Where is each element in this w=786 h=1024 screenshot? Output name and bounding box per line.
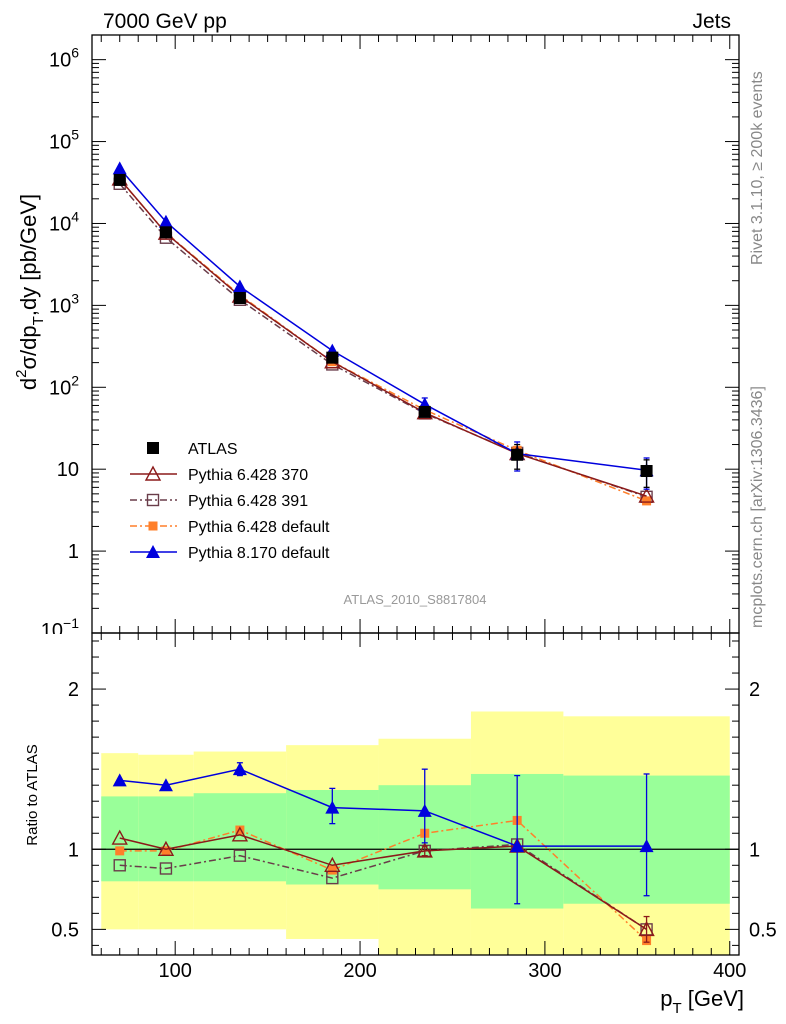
data-point-pythia-8-170-default: [325, 800, 340, 814]
legend-item-pythia-8-170-default: Pythia 8.170 default: [130, 545, 330, 562]
data-point-pythia-6-428-370: [638, 920, 655, 937]
label-clip-mask: [30, 634, 91, 648]
green-band-bin-1: [138, 796, 194, 882]
data-point-pythia-6-428-default: [642, 496, 652, 506]
data-point-atlas: [233, 292, 246, 305]
main-plot-frame: [91, 34, 740, 634]
data-point-pythia-8-170-default: [232, 279, 247, 293]
data-point-atlas: [159, 226, 172, 239]
data-point-pythia-6-428-default: [161, 846, 171, 856]
legend-label: Pythia 6.428 370: [188, 467, 308, 484]
watermark-label: ATLAS_2010_S8817804: [344, 592, 487, 607]
y-tick-label: 105: [49, 127, 79, 154]
legend-marker: [146, 493, 160, 507]
y-tick-label: 1: [68, 541, 79, 563]
legend-marker: [148, 521, 158, 531]
data-point-pythia-6-428-370: [324, 856, 341, 872]
y-tick-label: 104: [49, 208, 79, 235]
data-point-pythia-6-428-370: [638, 487, 655, 503]
x-axis-title: pT [GeV]: [660, 986, 744, 1017]
data-point-pythia-6-428-370: [111, 829, 128, 845]
data-point-atlas: [418, 405, 431, 418]
legend-item-atlas: ATLAS: [147, 441, 238, 458]
data-point-atlas: [326, 351, 339, 364]
y-tick-label: 103: [49, 290, 79, 317]
legend-item-pythia-6-428-391: Pythia 6.428 391: [130, 493, 308, 510]
data-point-pythia-8-170-default: [510, 839, 525, 853]
legend-marker: [147, 442, 159, 454]
data-point-atlas: [640, 465, 653, 478]
data-point-pythia-8-170-default: [112, 773, 127, 787]
legend-item-pythia-6-428-370: Pythia 6.428 370: [130, 465, 308, 484]
data-point-pythia-8-170-default: [417, 803, 432, 817]
data-point-pythia-6-428-default: [115, 846, 125, 856]
data-point-pythia-6-428-370: [416, 842, 433, 858]
data-point-pythia-8-170-default: [639, 839, 654, 853]
data-point-pythia-8-170-default: [232, 762, 247, 776]
y-axis-title: d2σ/dpT,dy [pb/GeV]: [13, 194, 47, 390]
y-tick-label: 10: [57, 459, 79, 481]
x-tick-label: 100: [158, 960, 191, 982]
data-point-pythia-6-428-default: [235, 825, 245, 835]
legend-label: Pythia 6.428 391: [188, 493, 308, 510]
ratio-y-tick-label: 0.5: [51, 919, 79, 941]
series-line-pythia-8-170-default: [119, 167, 647, 472]
x-tick-label: 200: [343, 960, 376, 982]
ratio-y-axis-title: Ratio to ATLAS: [24, 744, 41, 845]
ratio-y-tick-label-right: 0.5: [749, 919, 777, 941]
y-tick-label: 106: [49, 45, 79, 72]
legend-item-pythia-6-428-default: Pythia 6.428 default: [130, 519, 330, 536]
data-point-atlas: [511, 448, 524, 461]
ratio-y-tick-label-right: 2: [749, 679, 760, 701]
data-point-pythia-6-428-default: [327, 865, 337, 875]
ratio-y-tick-label-right: 1: [749, 839, 760, 861]
legend-label: Pythia 6.428 default: [188, 519, 330, 536]
legend-label: Pythia 8.170 default: [188, 545, 330, 562]
data-point-pythia-6-428-391: [159, 862, 173, 875]
header-right-label: Jets: [692, 10, 731, 33]
y-tick-label: 102: [49, 372, 79, 399]
x-tick-label: 300: [528, 960, 561, 982]
legend-label: ATLAS: [188, 441, 238, 458]
data-point-pythia-6-428-391: [233, 849, 247, 862]
ratio-y-tick-label: 2: [68, 679, 79, 701]
data-point-pythia-8-170-default: [158, 214, 173, 228]
data-point-pythia-6-428-391: [113, 859, 126, 872]
legend-marker: [144, 465, 162, 481]
x-tick-label: 400: [713, 960, 746, 982]
header-left-label: 7000 GeV pp: [103, 10, 227, 33]
ratio-y-tick-label: 1: [68, 839, 79, 861]
legend-marker: [146, 545, 160, 558]
data-point-pythia-6-428-370: [231, 826, 249, 842]
rivet-version-label: Rivet 3.1.10, ≥ 200k events: [749, 71, 766, 265]
green-band-bin-2: [193, 793, 287, 882]
mcplots-source-label: mcplots.cern.ch [arXiv:1306.3436]: [749, 386, 766, 628]
data-point-pythia-6-428-370: [157, 840, 175, 856]
data-point-pythia-8-170-default: [112, 161, 127, 175]
data-point-atlas: [113, 173, 126, 186]
data-point-pythia-8-170-default: [158, 778, 173, 792]
green-band-bin-0: [101, 796, 139, 882]
